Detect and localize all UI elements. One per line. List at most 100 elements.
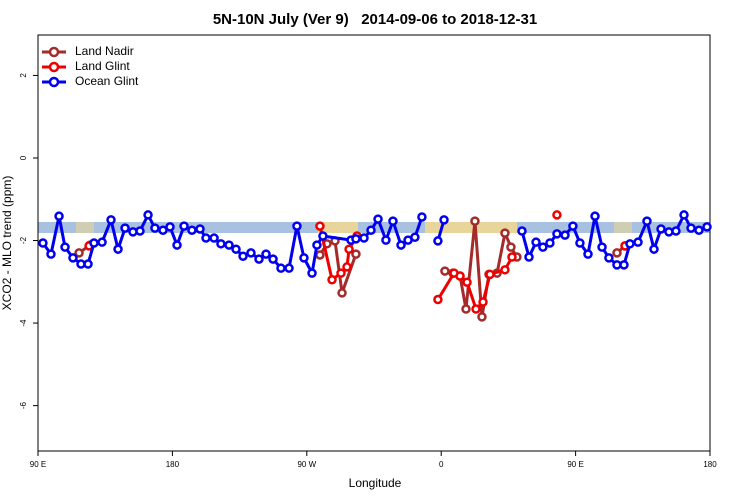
chart-title: 5N-10N July (Ver 9) 2014-09-06 to 2018-1… [213,11,537,28]
point [612,248,622,258]
point [524,252,534,262]
point [507,252,517,262]
point [439,215,449,225]
point [597,242,607,252]
point [619,260,629,270]
point [642,216,652,226]
point [410,232,420,242]
point [679,210,689,220]
point [120,223,130,233]
point [336,268,346,278]
point [158,225,168,235]
point [54,211,64,221]
point [351,234,361,244]
point [552,229,562,239]
legend-marker [48,46,60,58]
point [195,224,205,234]
legend-label: Ocean Glint [75,74,139,88]
point [478,297,488,307]
point [261,249,271,259]
y-axis-label: XCO2 - MLO trend (ppm) [0,176,14,311]
point [106,215,116,225]
point [292,221,302,231]
point [656,224,666,234]
point [500,265,510,275]
point [337,288,347,298]
point [500,228,510,238]
point [396,240,406,250]
point [315,250,325,260]
x-tick-label: 90 E [567,460,583,469]
point [327,274,337,285]
point [179,221,189,231]
x-tick-label: 180 [703,460,717,469]
point [575,238,585,248]
point [485,269,495,280]
point [694,225,704,235]
point [342,262,352,272]
y-tick-label: 2 [19,73,28,78]
point [318,231,328,241]
point [344,244,354,254]
point [46,249,56,259]
series [84,210,630,314]
point [246,248,256,258]
band-patch [425,222,517,233]
point [552,210,562,220]
point [366,225,376,235]
point [172,240,182,250]
legend-label: Land Glint [75,59,130,73]
series [38,210,712,278]
point [686,223,696,233]
point [477,312,487,322]
point [545,238,555,248]
point [506,242,516,252]
point [649,244,659,254]
x-tick-label: 90 W [297,460,316,469]
point [89,238,99,248]
point [97,237,107,247]
point [373,214,383,224]
point [187,225,197,235]
x-axis-label: Longitude [349,476,402,490]
point [268,254,278,264]
point [583,249,593,259]
series [74,216,630,322]
legend-label: Land Nadir [75,44,134,58]
point [702,222,712,232]
band-patch [614,222,632,233]
band-patch [76,222,94,233]
point [531,237,541,247]
legend-marker [48,61,60,73]
y-tick-label: -4 [19,319,28,327]
point [440,266,450,276]
point [143,210,153,220]
point [150,223,160,233]
y-tick-label: -2 [19,236,28,244]
point [254,254,264,264]
point [60,242,70,252]
band-patch [318,222,358,233]
series-line [436,256,514,312]
point [224,240,234,250]
point [113,244,123,254]
point [135,226,145,236]
point [604,253,614,263]
point [461,304,471,314]
point [381,235,391,245]
point [471,304,481,314]
point [433,294,443,305]
y-tick-label: -6 [19,402,28,410]
point [74,248,84,258]
point [238,251,248,261]
point [359,233,369,243]
point [216,239,226,249]
point [351,249,361,259]
point [470,216,480,226]
point [83,259,93,269]
point [276,263,286,273]
point [299,253,309,263]
point [560,230,570,240]
y-tick-label: 0 [19,155,28,160]
